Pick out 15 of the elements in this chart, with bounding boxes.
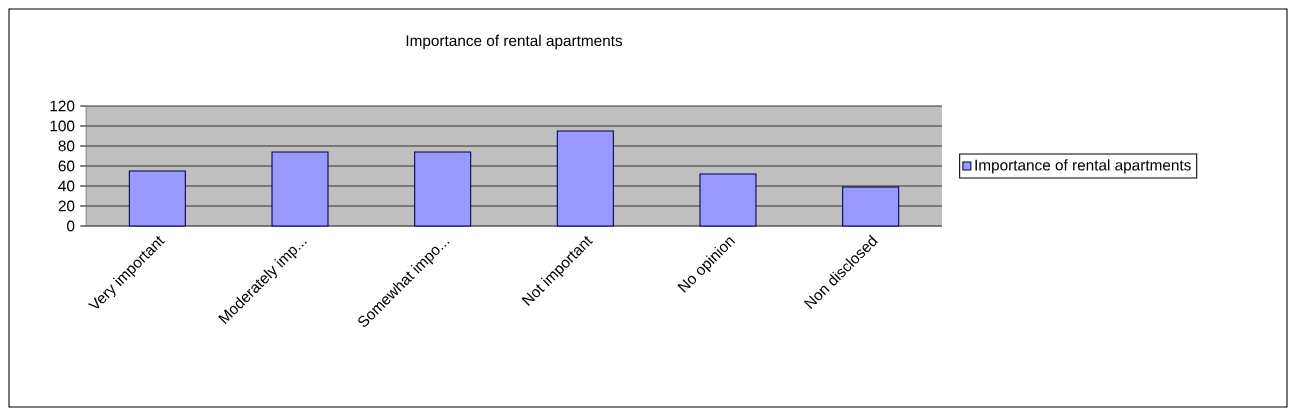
- bar: [271, 151, 329, 227]
- y-tick-label: 120: [50, 100, 75, 112]
- legend-label: Importance of rental apartments: [975, 159, 1191, 174]
- bar: [556, 130, 614, 227]
- y-tick-label: 40: [58, 180, 75, 192]
- bar: [128, 170, 186, 227]
- y-tick-label: 100: [50, 120, 75, 132]
- y-tick-label: 60: [58, 160, 75, 172]
- bar: [842, 186, 900, 227]
- bar: [414, 151, 472, 227]
- chart-title: Importance of rental apartments: [406, 34, 623, 50]
- y-tick-label: 0: [67, 220, 75, 232]
- bar: [699, 173, 757, 227]
- y-tick-label: 20: [58, 200, 75, 212]
- y-tick-label: 80: [58, 140, 75, 152]
